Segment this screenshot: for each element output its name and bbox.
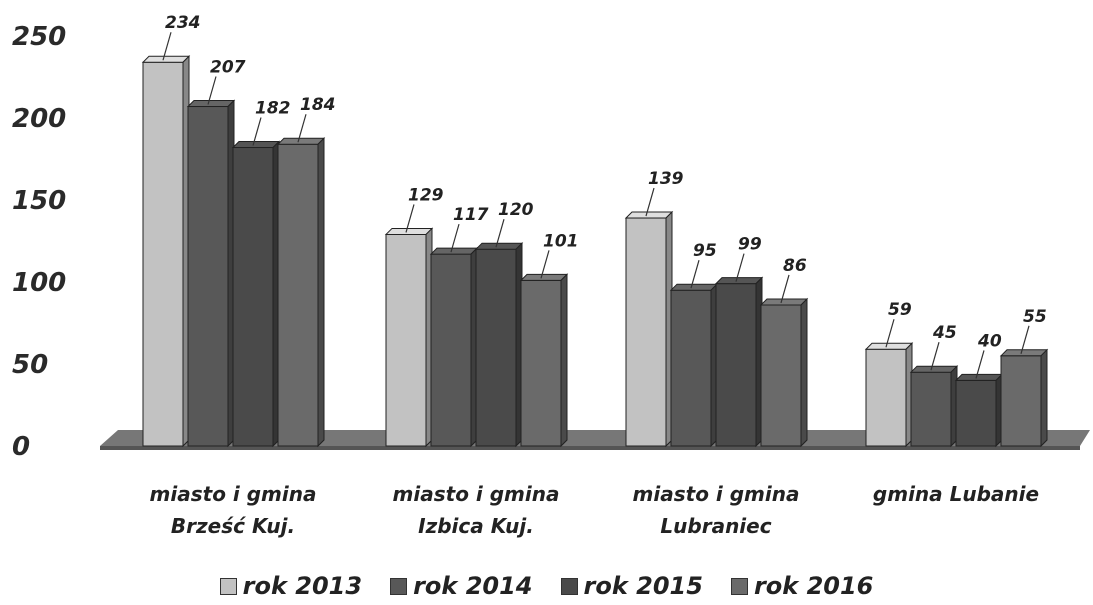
- y-tick-label: 150: [12, 186, 66, 216]
- data-label: 59: [888, 300, 912, 320]
- legend-item: rok 2013: [219, 572, 363, 600]
- data-label: 184: [300, 95, 336, 115]
- bar-rok-2015-1: [474, 241, 524, 448]
- y-tick-label: 0: [12, 432, 30, 462]
- legend-swatch: [560, 577, 578, 595]
- legend-label: rok 2013: [242, 572, 363, 600]
- bar-rok-2013-0: [141, 55, 191, 448]
- legend-item: rok 2015: [560, 572, 703, 600]
- label-leader-line: [780, 274, 790, 304]
- data-label: 182: [255, 99, 291, 119]
- label-leader-line: [540, 250, 550, 279]
- legend-label: rok 2015: [583, 572, 703, 600]
- bar-rok-2015-3: [954, 373, 1004, 448]
- label-leader-line: [885, 319, 895, 348]
- legend-swatch: [219, 577, 237, 595]
- legend-item: rok 2016: [730, 572, 874, 600]
- legend: rok 2013 rok 2014 rok 2015 rok 2016: [0, 572, 1093, 600]
- chart-floor: [100, 430, 1090, 450]
- bar-rok-2016-3: [999, 348, 1049, 448]
- bar-rok-2013-3: [864, 342, 914, 448]
- data-label: 55: [1023, 307, 1047, 327]
- label-leader-line: [297, 114, 307, 143]
- category-label-line: Lubraniec: [660, 514, 772, 538]
- label-leader-line: [252, 117, 262, 146]
- y-tick-label: 250: [12, 22, 66, 52]
- legend-label: rok 2016: [753, 572, 874, 600]
- legend-swatch: [390, 577, 408, 595]
- data-label: 86: [783, 256, 807, 276]
- data-label: 99: [738, 235, 762, 255]
- bar-chart: 0 50 100 150 200 250 234 129 139 59 207 117 95 45 182…: [12, 13, 1090, 462]
- bar-rok-2016-0: [276, 137, 326, 448]
- data-label: 234: [165, 13, 201, 33]
- category-label-line: miasto i gmina: [149, 482, 317, 506]
- label-leader-line: [930, 342, 940, 371]
- category-label: gmina Lubanie: [836, 478, 1076, 510]
- label-leader-line: [690, 260, 700, 289]
- bars: [141, 55, 1049, 448]
- label-leader-line: [405, 204, 415, 233]
- y-tick-label: 100: [12, 268, 66, 298]
- category-label: miasto i gmina Lubraniec: [596, 478, 836, 542]
- category-label-line: Brześć Kuj.: [170, 514, 296, 538]
- data-label: 95: [693, 241, 717, 261]
- data-label: 101: [543, 231, 579, 251]
- label-leader-line: [975, 350, 985, 379]
- bar-rok-2013-1: [384, 227, 434, 448]
- category-label-line: Izbica Kuj.: [418, 514, 534, 538]
- bar-rok-2014-2: [669, 282, 719, 448]
- category-label-line: gmina Lubanie: [872, 482, 1040, 506]
- data-label: 45: [932, 323, 957, 343]
- label-leader-line: [495, 219, 505, 248]
- bar-rok-2013-2: [624, 210, 674, 448]
- legend-item: rok 2014: [390, 572, 533, 600]
- label-leader-line: [207, 76, 217, 105]
- bar-rok-2015-0: [231, 140, 281, 448]
- bar-rok-2016-1: [519, 273, 569, 448]
- bar-rok-2014-0: [186, 99, 236, 448]
- label-leader-line: [645, 187, 655, 217]
- category-label-line: miasto i gmina: [392, 482, 560, 506]
- data-label: 117: [453, 205, 489, 225]
- label-leader-line: [450, 223, 460, 253]
- y-tick-label: 50: [12, 350, 48, 380]
- bar-rok-2014-3: [909, 364, 959, 448]
- label-leader-line: [162, 32, 172, 61]
- legend-label: rok 2014: [413, 572, 533, 600]
- label-leader-line: [1020, 325, 1030, 354]
- bar-rok-2015-2: [714, 276, 764, 448]
- bar-rok-2014-1: [429, 246, 479, 448]
- label-leader-line: [735, 253, 745, 282]
- category-label: miasto i gmina Brześć Kuj.: [113, 478, 353, 542]
- data-label: 207: [210, 58, 246, 78]
- y-axis: 0 50 100 150 200 250: [12, 22, 66, 462]
- floor-plane: [100, 430, 1090, 446]
- data-label: 129: [408, 185, 444, 205]
- data-label: 120: [498, 200, 534, 220]
- data-label: 139: [648, 169, 684, 189]
- legend-swatch: [730, 577, 748, 595]
- y-tick-label: 200: [12, 104, 66, 134]
- category-label: miasto i gmina Izbica Kuj.: [356, 478, 596, 542]
- data-labels: 234 129 139 59 207 117 95 45 182 120 99 40 184 101 86 5…: [162, 13, 1047, 379]
- data-label: 40: [977, 331, 1002, 351]
- floor-edge: [100, 446, 1080, 450]
- bar-rok-2016-2: [759, 297, 809, 448]
- category-label-line: miasto i gmina: [632, 482, 800, 506]
